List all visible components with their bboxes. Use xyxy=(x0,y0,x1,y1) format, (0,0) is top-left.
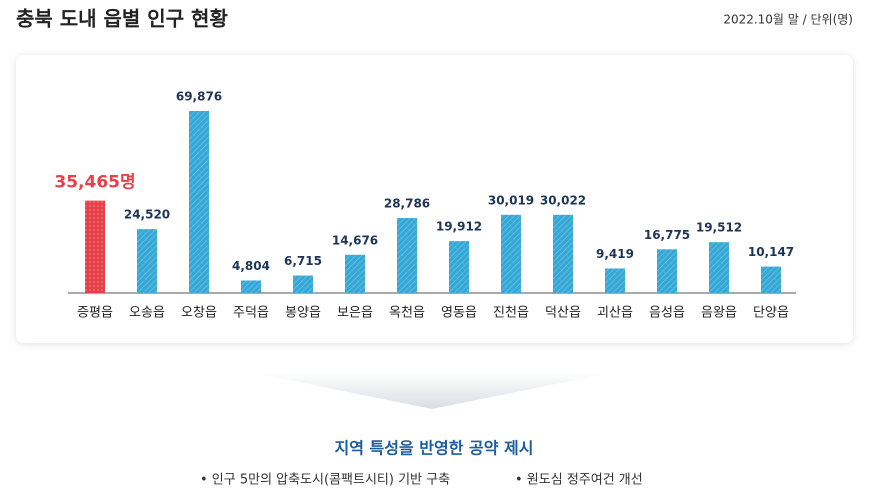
bar xyxy=(761,266,781,293)
bullet: • 원도심 정주여건 개선 xyxy=(515,473,643,488)
x-tick-label: 단양읍 xyxy=(753,306,789,321)
bar xyxy=(293,275,313,293)
title: 충북 도내 읍별 인구 현황 xyxy=(16,7,228,31)
arrow xyxy=(255,373,610,409)
value-label: 10,147 xyxy=(748,245,794,259)
x-tick-label: 증평읍 xyxy=(77,306,113,321)
value-label: 14,676 xyxy=(332,233,378,247)
x-tick-label: 오송읍 xyxy=(129,306,165,321)
value-label: 28,786 xyxy=(384,197,430,211)
value-label: 16,775 xyxy=(644,228,690,242)
bar xyxy=(553,214,573,293)
bar xyxy=(137,229,157,293)
x-tick-label: 옥천읍 xyxy=(389,306,425,321)
value-label: 4,804 xyxy=(232,259,270,273)
bar xyxy=(501,214,521,293)
bar xyxy=(657,249,677,293)
value-label: 35,465명 xyxy=(54,173,135,193)
bar xyxy=(345,254,365,293)
value-label: 30,022 xyxy=(540,193,586,207)
value-label: 69,876 xyxy=(176,90,222,104)
bar xyxy=(85,200,105,293)
bar xyxy=(605,268,625,293)
value-label: 19,912 xyxy=(436,220,482,234)
value-label: 6,715 xyxy=(284,254,322,268)
value-label: 30,019 xyxy=(488,193,534,207)
bar xyxy=(397,218,417,293)
x-tick-label: 괴산읍 xyxy=(597,306,633,321)
x-tick-label: 음성읍 xyxy=(649,306,685,321)
bar xyxy=(189,111,209,293)
x-tick-label: 진천읍 xyxy=(493,306,529,321)
chart-card xyxy=(16,55,853,343)
x-tick-label: 덕산읍 xyxy=(545,306,581,321)
bullet: • 인구 5만의 압축도시(콤팩트시티) 기반 구축 xyxy=(200,473,450,488)
value-label: 19,512 xyxy=(696,221,742,235)
bar xyxy=(449,241,469,293)
bar xyxy=(241,280,261,293)
x-tick-label: 오창읍 xyxy=(181,306,217,321)
heading: 지역 특성을 반영한 공약 제시 xyxy=(335,439,534,458)
x-tick-label: 영동읍 xyxy=(441,306,477,321)
note: 2022.10월 말 / 단위(명) xyxy=(723,13,853,27)
x-tick-label: 봉양읍 xyxy=(285,306,321,321)
value-label: 24,520 xyxy=(124,208,170,222)
bar xyxy=(709,242,729,293)
x-tick-label: 보은읍 xyxy=(337,306,373,321)
value-label: 9,419 xyxy=(596,247,634,261)
x-tick-label: 음왕읍 xyxy=(701,306,737,321)
x-tick-label: 주덕읍 xyxy=(233,306,269,321)
